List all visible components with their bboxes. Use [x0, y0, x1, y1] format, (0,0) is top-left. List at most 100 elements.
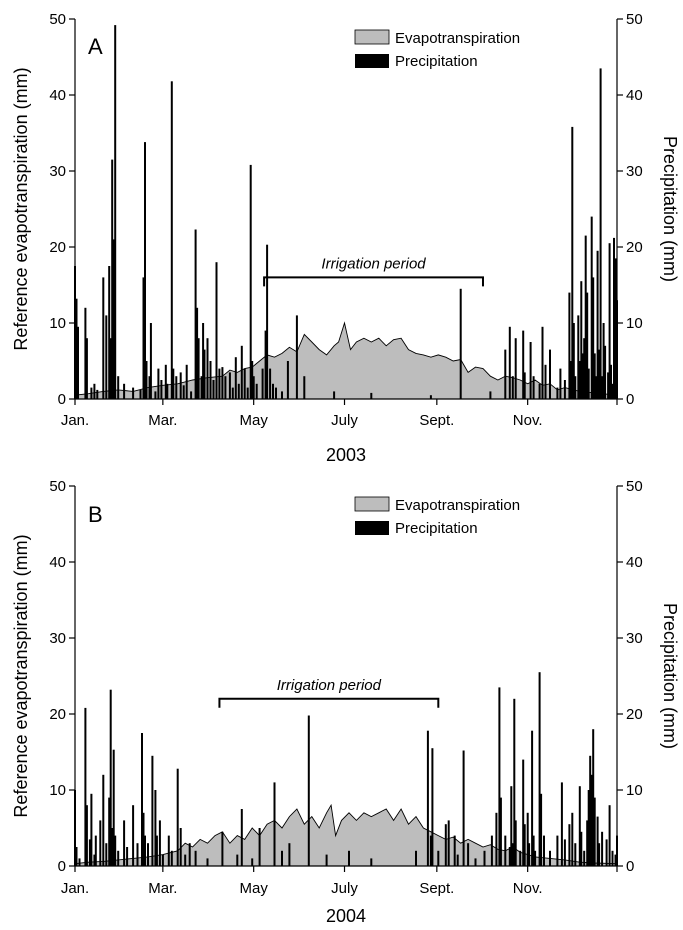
- precipitation-bar: [154, 391, 157, 399]
- precipitation-bar: [504, 835, 507, 866]
- precipitation-bar: [84, 307, 87, 399]
- y-tick-label-right: 30: [626, 163, 643, 180]
- precipitation-bar: [483, 850, 486, 866]
- precipitation-bar: [209, 361, 212, 399]
- precipitation-bar: [602, 323, 605, 399]
- precipitation-bar: [240, 345, 243, 399]
- precipitation-bar: [251, 858, 254, 866]
- precipitation-bar: [255, 383, 258, 399]
- precipitation-bar: [170, 81, 173, 400]
- precipitation-bar: [117, 850, 120, 866]
- precipitation-bar: [519, 850, 522, 866]
- precipitation-bar: [560, 782, 563, 866]
- precipitation-bar: [571, 126, 574, 400]
- precipitation-bar: [93, 854, 96, 866]
- precipitation-bar: [574, 843, 577, 866]
- precipitation-bar: [514, 338, 517, 399]
- x-tick-label: May: [240, 412, 269, 429]
- panel-label: A: [88, 34, 103, 59]
- precipitation-bar: [77, 326, 79, 399]
- precipitation-bar: [523, 824, 526, 866]
- precipitation-bar: [610, 364, 612, 399]
- precipitation-bar: [206, 858, 209, 866]
- legend-swatch-precipitation: [355, 521, 389, 535]
- precipitation-bar: [544, 364, 547, 399]
- precipitation-bar: [589, 755, 592, 866]
- precipitation-bar: [528, 843, 531, 866]
- precipitation-bar: [538, 383, 541, 399]
- precipitation-bar: [511, 376, 514, 399]
- x-axis-year-label: 2003: [326, 445, 366, 465]
- precipitation-bar: [495, 812, 498, 866]
- y-tick-label-left: 10: [49, 782, 66, 799]
- precipitation-bar: [264, 330, 267, 399]
- precipitation-bar: [590, 216, 593, 399]
- precipitation-bar: [568, 292, 571, 399]
- precipitation-bar: [599, 68, 602, 400]
- precipitation-bar: [577, 315, 580, 399]
- precipitation-bar: [556, 835, 559, 866]
- precipitation-bar: [197, 338, 200, 399]
- precipitation-bar: [161, 854, 164, 866]
- precipitation-bar: [601, 376, 604, 399]
- precipitation-bar: [510, 786, 513, 866]
- legend: Evapotranspiration Precipitation: [354, 496, 520, 537]
- precipitation-bar: [595, 376, 598, 399]
- precipitation-bar: [514, 820, 517, 866]
- precipitation-bar: [141, 733, 143, 866]
- y-tick-label-left: 0: [58, 391, 66, 408]
- precipitation-bar: [429, 395, 432, 399]
- precipitation-bar: [531, 730, 534, 866]
- y-axis-title-right: Precipitation (mm): [660, 603, 680, 749]
- precipitation-bar: [596, 250, 599, 399]
- precipitation-bar: [237, 383, 240, 399]
- precipitation-bar: [275, 387, 277, 399]
- precipitation-bar: [266, 244, 269, 399]
- y-axis-title-right: Precipitation (mm): [660, 136, 680, 282]
- irrigation-period-bracket: Irrigation period: [263, 255, 484, 287]
- y-tick-label-left: 20: [49, 706, 66, 723]
- precipitation-bars: [74, 25, 618, 400]
- precipitation-bar: [556, 387, 559, 399]
- precipitation-bar: [611, 850, 614, 866]
- precipitation-bar: [170, 850, 173, 866]
- precipitation-bar: [584, 235, 587, 399]
- legend-swatch-evapotranspiration: [354, 496, 390, 512]
- precipitation-bar: [273, 782, 276, 866]
- x-tick-label: Mar.: [148, 412, 177, 429]
- precipitation-bar: [252, 376, 255, 399]
- precipitation-bar: [549, 850, 551, 866]
- precipitation-bar: [212, 380, 215, 399]
- y-tick-label-right: 50: [626, 478, 643, 495]
- precipitation-bar: [111, 828, 114, 866]
- precipitation-bar: [154, 790, 157, 866]
- precipitation-bar: [249, 164, 252, 399]
- chart-panel-a: 0 0 10 10 20 20 30 30 40 40 50 50 Jan. Mar. May July Sep…: [11, 11, 680, 465]
- precipitation-bar: [303, 376, 306, 399]
- legend-label-precipitation: Precipitation: [395, 520, 478, 537]
- precipitation-bar: [149, 323, 152, 399]
- precipitation-bar: [190, 391, 193, 399]
- precipitation-bar: [508, 847, 511, 866]
- x-tick-label: Jan.: [61, 880, 89, 897]
- precipitation-bar: [123, 383, 126, 399]
- precipitation-bar: [85, 805, 88, 866]
- precipitation-bar: [499, 797, 502, 866]
- precipitation-bar: [587, 368, 590, 399]
- precipitation-bar: [508, 326, 511, 399]
- y-tick-label-right: 0: [626, 391, 634, 408]
- precipitation-bar: [102, 277, 105, 399]
- precipitation-bar: [541, 326, 544, 399]
- precipitation-bar: [348, 850, 350, 866]
- precipitation-bar: [269, 368, 272, 399]
- y-tick-label-left: 50: [49, 478, 66, 495]
- x-tick-label: Jan.: [61, 412, 89, 429]
- precipitation-bar: [109, 689, 112, 866]
- precipitation-bar: [215, 262, 218, 399]
- panel-label: B: [88, 502, 103, 527]
- precipitation-bar: [272, 383, 274, 399]
- precipitation-bar: [568, 824, 571, 866]
- precipitation-bar: [136, 843, 139, 866]
- x-tick-label: July: [331, 412, 358, 429]
- precipitation-bars: [74, 672, 618, 866]
